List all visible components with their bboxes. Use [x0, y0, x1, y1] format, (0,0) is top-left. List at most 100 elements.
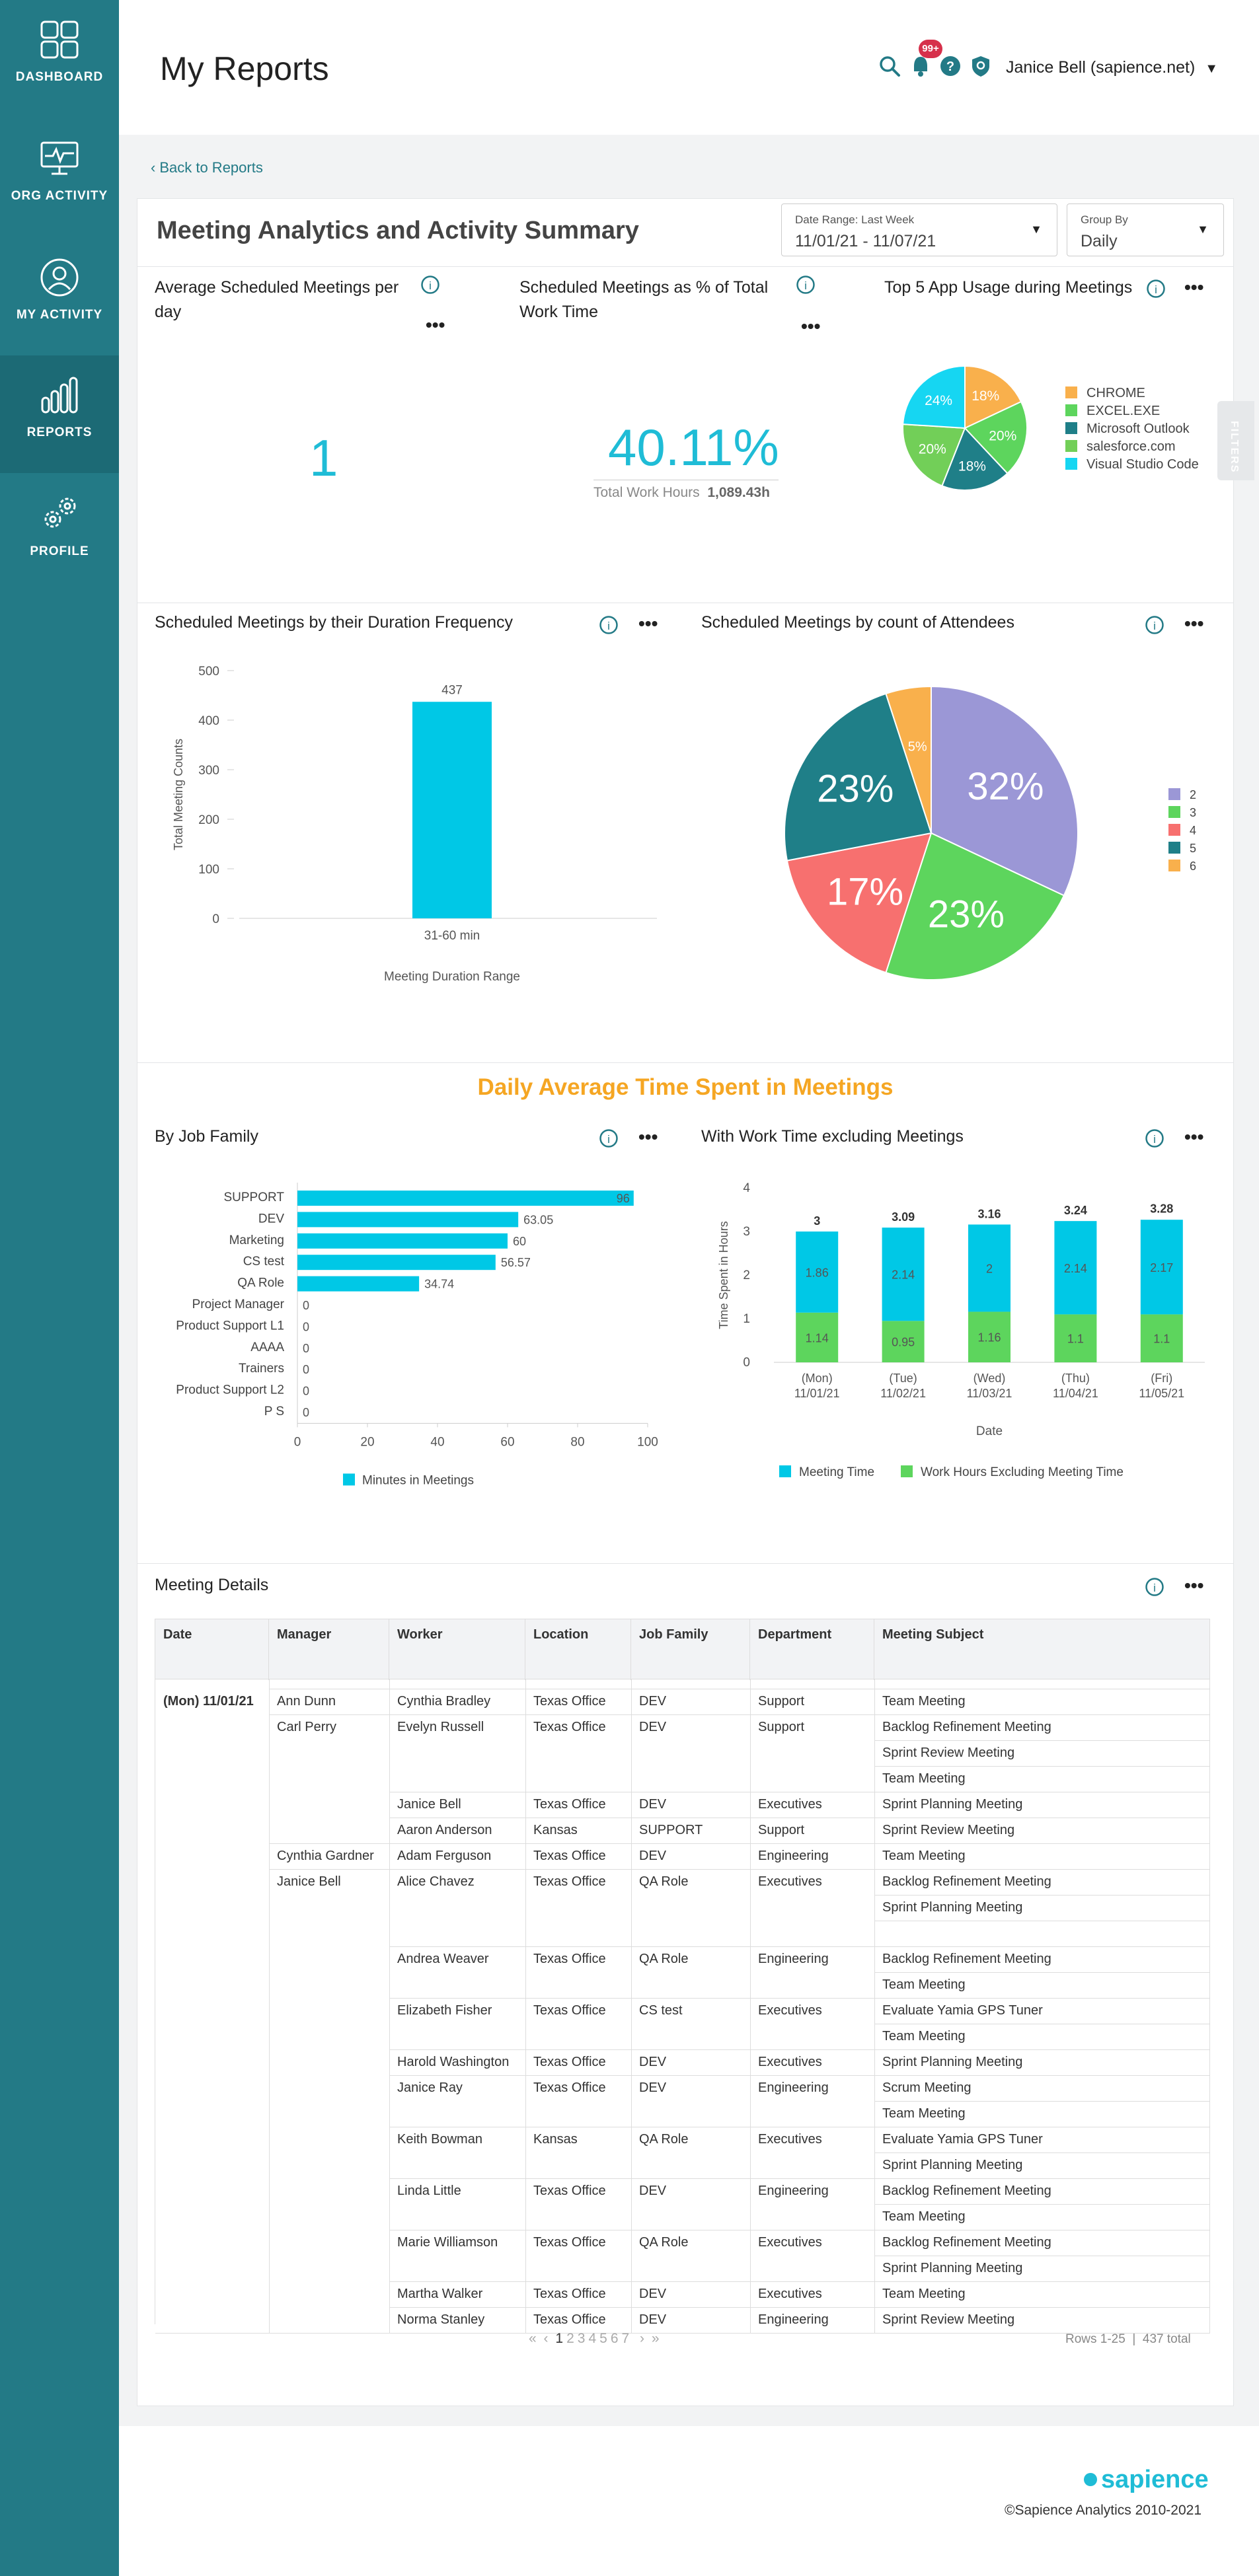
monitor-icon [40, 141, 79, 175]
info-icon[interactable]: i [599, 1128, 619, 1148]
info-icon[interactable]: i [1145, 615, 1164, 635]
legend-item[interactable]: EXCEL.EXE [1065, 402, 1160, 420]
more-options-icon[interactable]: ••• [426, 314, 445, 335]
bar-segment [968, 1311, 1011, 1362]
avg-meetings-value: 1 [309, 429, 338, 487]
department-cell: Executives [758, 2003, 822, 2018]
bar [297, 1255, 496, 1270]
worker-cell: Janice Ray [397, 2080, 463, 2095]
last-page-icon[interactable]: » [651, 2331, 660, 2346]
more-options-icon[interactable]: ••• [638, 613, 658, 634]
page-number[interactable]: 2 [566, 2331, 574, 2346]
column-header[interactable]: Location [525, 1619, 631, 1680]
bar-segment [1140, 1220, 1183, 1315]
bar-value-label: 0 [303, 1406, 309, 1419]
more-options-icon[interactable]: ••• [1184, 1575, 1204, 1596]
filters-tab[interactable]: FILTERS [1217, 401, 1254, 480]
legend-item[interactable]: 2 [1168, 786, 1196, 803]
info-icon[interactable]: i [1145, 1128, 1164, 1148]
column-header[interactable]: Department [750, 1619, 874, 1680]
row-divider [389, 1869, 1210, 1870]
info-icon[interactable]: i [796, 275, 816, 295]
worker-cell: Andrea Weaver [397, 1952, 489, 1966]
more-options-icon[interactable]: ••• [1184, 277, 1204, 297]
search-icon[interactable] [878, 54, 901, 78]
column-divider [874, 1679, 875, 2333]
more-options-icon[interactable]: ••• [801, 316, 821, 336]
pie-slice [964, 365, 1022, 429]
legend-item[interactable]: 5 [1168, 840, 1196, 857]
page-number[interactable]: 3 [577, 2331, 586, 2346]
legend-item[interactable]: 6 [1168, 858, 1196, 875]
legend-item[interactable]: salesforce.com [1065, 438, 1176, 455]
page-number[interactable]: 4 [588, 2331, 597, 2346]
pie-slice [786, 832, 933, 974]
column-header[interactable]: Date [155, 1619, 269, 1680]
svg-text:i: i [607, 1133, 610, 1146]
meeting-subject-cell: Sprint Review Meeting [882, 2312, 1015, 2327]
user-menu[interactable]: Janice Bell (sapience.net) ▼ [1006, 58, 1218, 77]
next-page-icon[interactable]: › [640, 2331, 645, 2346]
info-icon[interactable]: i [420, 275, 440, 295]
page-number[interactable]: 5 [599, 2331, 607, 2346]
page-number[interactable]: 6 [610, 2331, 619, 2346]
more-options-icon[interactable]: ••• [1184, 613, 1204, 634]
nav-org-activity[interactable]: ORG ACTIVITY [0, 119, 119, 237]
daily-average-heading: Daily Average Time Spent in Meetings [477, 1074, 894, 1100]
nav-dashboard[interactable]: DASHBOARD [0, 0, 119, 118]
x-tick-label: 11/04/21 [1053, 1387, 1098, 1400]
pie-slice [784, 692, 933, 862]
legend-item[interactable]: Microsoft Outlook [1065, 420, 1190, 437]
legend-label: 6 [1190, 860, 1197, 873]
department-cell: Executives [758, 1874, 822, 1889]
date-range-dropdown[interactable]: Date Range: Last Week 11/01/21 - 11/07/2… [781, 203, 1057, 256]
segment-label: 1.16 [977, 1331, 1001, 1344]
legend-item[interactable]: CHROME [1065, 385, 1145, 402]
user-name: Janice Bell (sapience.net) [1006, 58, 1196, 77]
svg-text:?: ? [946, 59, 954, 74]
page-number[interactable]: 1 [555, 2331, 564, 2346]
more-options-icon[interactable]: ••• [1184, 1126, 1204, 1147]
column-header[interactable]: Job Family [631, 1619, 750, 1680]
prev-page-icon[interactable]: ‹ [543, 2331, 549, 2346]
svg-text:i: i [1153, 1133, 1156, 1146]
job-family-cell: DEV [639, 2055, 667, 2069]
y-tick-label: 4 [743, 1181, 750, 1195]
y-tick-label: 0 [743, 1356, 750, 1370]
pie-slice-label: 20% [989, 428, 1016, 443]
legend-item[interactable]: Visual Studio Code [1065, 456, 1199, 473]
legend-label: Visual Studio Code [1087, 457, 1199, 472]
job-family-cell: QA Role [639, 1874, 689, 1889]
shield-icon[interactable] [969, 54, 993, 78]
row-divider [389, 2075, 1210, 2076]
group-by-dropdown[interactable]: Group By Daily ▼ [1067, 203, 1224, 256]
nav-reports[interactable]: REPORTS [0, 355, 119, 473]
location-cell: Kansas [533, 2132, 578, 2147]
x-tick-label: 40 [430, 1435, 444, 1449]
nav-profile[interactable]: PROFILE [0, 474, 119, 592]
segment-label: 2.14 [1064, 1262, 1087, 1275]
bar-value-label: 60 [513, 1235, 526, 1248]
bell-icon[interactable] [909, 54, 933, 78]
info-icon[interactable]: i [599, 615, 619, 635]
legend-item[interactable]: 3 [1168, 804, 1196, 821]
more-options-icon[interactable]: ••• [638, 1126, 658, 1147]
job-family-cell: SUPPORT [639, 1823, 703, 1837]
legend-item[interactable]: 4 [1168, 822, 1196, 839]
column-header[interactable]: Meeting Subject [874, 1619, 1210, 1680]
x-axis-label: Meeting Duration Range [384, 970, 520, 984]
info-icon[interactable]: i [1146, 279, 1166, 299]
column-header[interactable]: Manager [269, 1619, 389, 1680]
help-icon[interactable]: ? [938, 54, 962, 78]
meeting-subject-cell: Backlog Refinement Meeting [882, 2184, 1051, 2198]
info-icon[interactable]: i [1145, 1577, 1164, 1597]
bar-value-label: 0 [303, 1320, 309, 1333]
page-number[interactable]: 7 [621, 2331, 630, 2346]
meeting-subject-cell: Team Meeting [882, 1771, 966, 1786]
column-header[interactable]: Worker [389, 1619, 525, 1680]
back-to-reports-link[interactable]: ‹ Back to Reports [151, 159, 263, 176]
row-divider [389, 2307, 1210, 2308]
nav-my-activity[interactable]: MY ACTIVITY [0, 238, 119, 355]
first-page-icon[interactable]: « [529, 2331, 537, 2346]
